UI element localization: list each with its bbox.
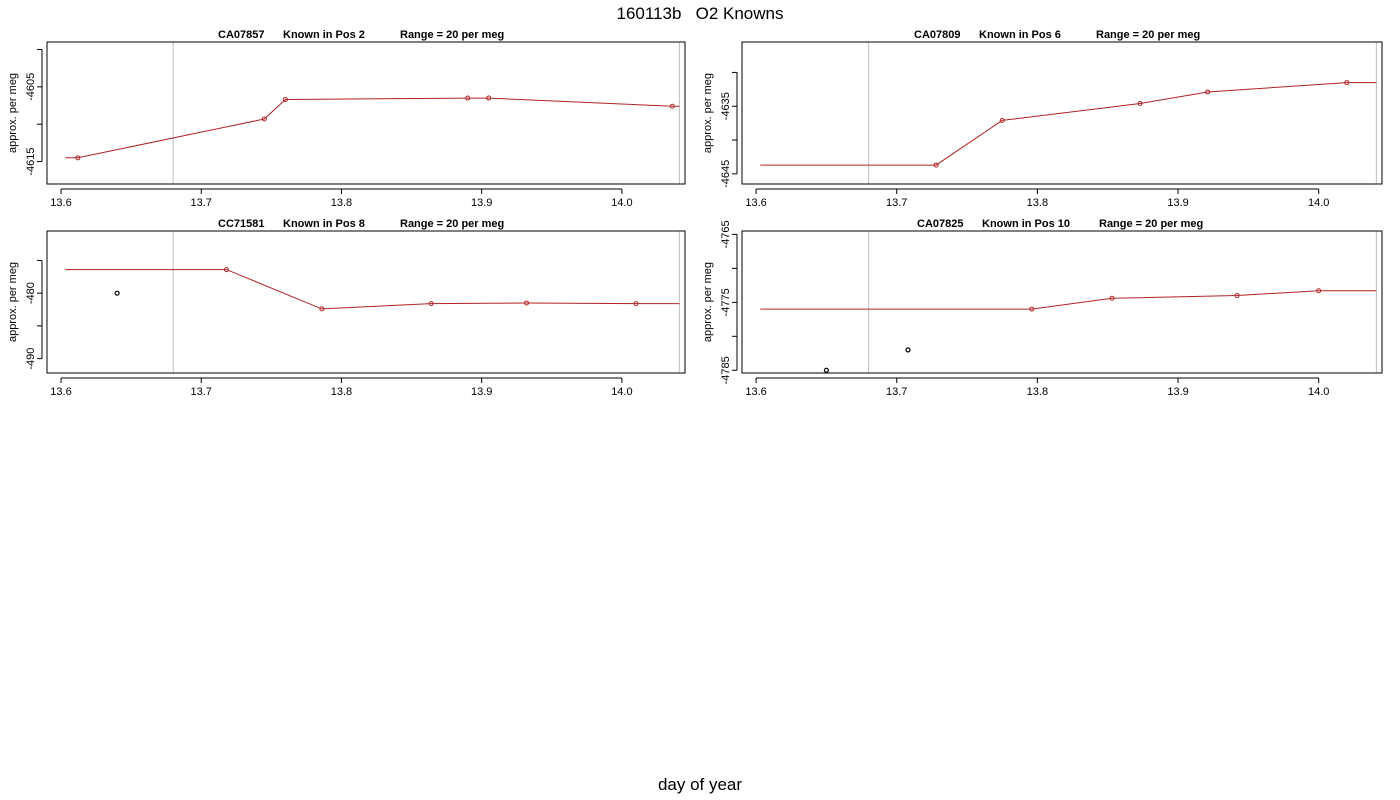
outlier-point xyxy=(905,347,911,353)
x-tick-label: 13.9 xyxy=(471,197,492,209)
data-point xyxy=(1344,80,1350,86)
data-point xyxy=(428,301,434,307)
panel-title-part: Known in Pos 2 xyxy=(283,29,365,41)
x-tick-label: 13.6 xyxy=(50,386,71,398)
x-tick-label: 14.0 xyxy=(1308,386,1329,398)
x-tick-label: 13.7 xyxy=(191,386,212,398)
series-line xyxy=(65,97,680,159)
y-tick-label: -490 xyxy=(25,348,37,370)
panel-title-part: Range = 20 per meg xyxy=(400,29,504,41)
x-tick-label: 13.7 xyxy=(886,386,907,398)
x-tick-label: 13.8 xyxy=(1027,386,1048,398)
x-tick-label: 13.9 xyxy=(1167,386,1188,398)
panel-title-part: CA07825 xyxy=(917,218,963,230)
x-tick-label: 13.6 xyxy=(745,386,766,398)
x-tick-label: 14.0 xyxy=(1308,197,1329,209)
data-point xyxy=(1137,101,1143,107)
x-tick-label: 13.6 xyxy=(745,197,766,209)
data-point xyxy=(1234,293,1240,299)
data-point xyxy=(75,155,81,161)
y-tick-label: -4775 xyxy=(720,288,732,316)
y-axis-title: approx. per meg xyxy=(7,262,19,342)
panel-title-part: CA07857 xyxy=(218,29,264,41)
data-point xyxy=(1205,89,1211,95)
y-tick-label: -4645 xyxy=(720,160,732,188)
plot-frame xyxy=(741,41,1383,185)
y-axis-title: approx. per meg xyxy=(7,73,19,153)
y-tick-label: -4605 xyxy=(25,73,37,101)
panel-ca07857: CA07857 Known in Pos 2 Range = 20 per meg 1… xyxy=(7,29,686,209)
x-tick-label: 13.8 xyxy=(331,197,352,209)
panel-title-part: CC71581 xyxy=(218,218,264,230)
data-point xyxy=(999,117,1005,123)
plot-frame xyxy=(46,41,686,185)
panel-title-part: CA07809 xyxy=(914,29,960,41)
y-tick-label: -4635 xyxy=(720,92,732,120)
y-tick-label: -4765 xyxy=(720,220,732,248)
x-tick-label: 13.7 xyxy=(886,197,907,209)
data-point xyxy=(465,95,471,101)
outlier-point xyxy=(114,290,120,296)
data-point xyxy=(1316,288,1322,294)
data-point xyxy=(319,306,325,312)
y-tick-label: -480 xyxy=(25,282,37,304)
x-tick-label: 14.0 xyxy=(611,386,632,398)
data-point xyxy=(1029,306,1035,312)
outlier-point xyxy=(823,367,829,373)
series-line xyxy=(65,269,680,310)
y-tick-label: -4785 xyxy=(720,356,732,384)
data-point xyxy=(633,301,639,307)
plot-frame xyxy=(741,230,1383,374)
data-point xyxy=(223,267,229,273)
x-tick-label: 13.6 xyxy=(50,197,71,209)
data-point xyxy=(1109,295,1115,301)
plot-frame xyxy=(46,230,686,374)
x-tick-label: 13.9 xyxy=(471,386,492,398)
series-line xyxy=(760,290,1377,310)
x-tick-label: 14.0 xyxy=(611,197,632,209)
series-line xyxy=(760,82,1377,166)
panel-title-part: Known in Pos 6 xyxy=(979,29,1061,41)
panel-title-part: Range = 20 per meg xyxy=(400,218,504,230)
panel-title-part: Known in Pos 10 xyxy=(982,218,1070,230)
data-point xyxy=(486,95,492,101)
x-tick-label: 13.8 xyxy=(1027,197,1048,209)
x-tick-label: 13.8 xyxy=(331,386,352,398)
panel-title-part: Known in Pos 8 xyxy=(283,218,365,230)
panel-title-part: Range = 20 per meg xyxy=(1096,29,1200,41)
panel-title-part: Range = 20 per meg xyxy=(1099,218,1203,230)
x-tick-label: 13.9 xyxy=(1167,197,1188,209)
data-point xyxy=(524,300,530,306)
data-point xyxy=(933,162,939,168)
y-axis-title: approx. per meg xyxy=(702,73,714,153)
x-axis-label: day of year xyxy=(657,775,743,794)
data-point xyxy=(669,103,675,109)
chart-main-title: 160113b O2 Knowns xyxy=(616,4,784,23)
data-point xyxy=(282,97,288,103)
data-point xyxy=(261,116,267,122)
x-tick-label: 13.7 xyxy=(191,197,212,209)
y-axis-title: approx. per meg xyxy=(702,262,714,342)
y-tick-label: -4615 xyxy=(25,148,37,176)
panel-cc71581: CC71581 Known in Pos 8 Range = 20 per meg 1… xyxy=(7,218,686,398)
panel-ca07825: CA07825 Known in Pos 10 Range = 20 per meg… xyxy=(702,218,1383,398)
panel-ca07809: CA07809 Known in Pos 6 Range = 20 per meg 1… xyxy=(702,29,1383,209)
